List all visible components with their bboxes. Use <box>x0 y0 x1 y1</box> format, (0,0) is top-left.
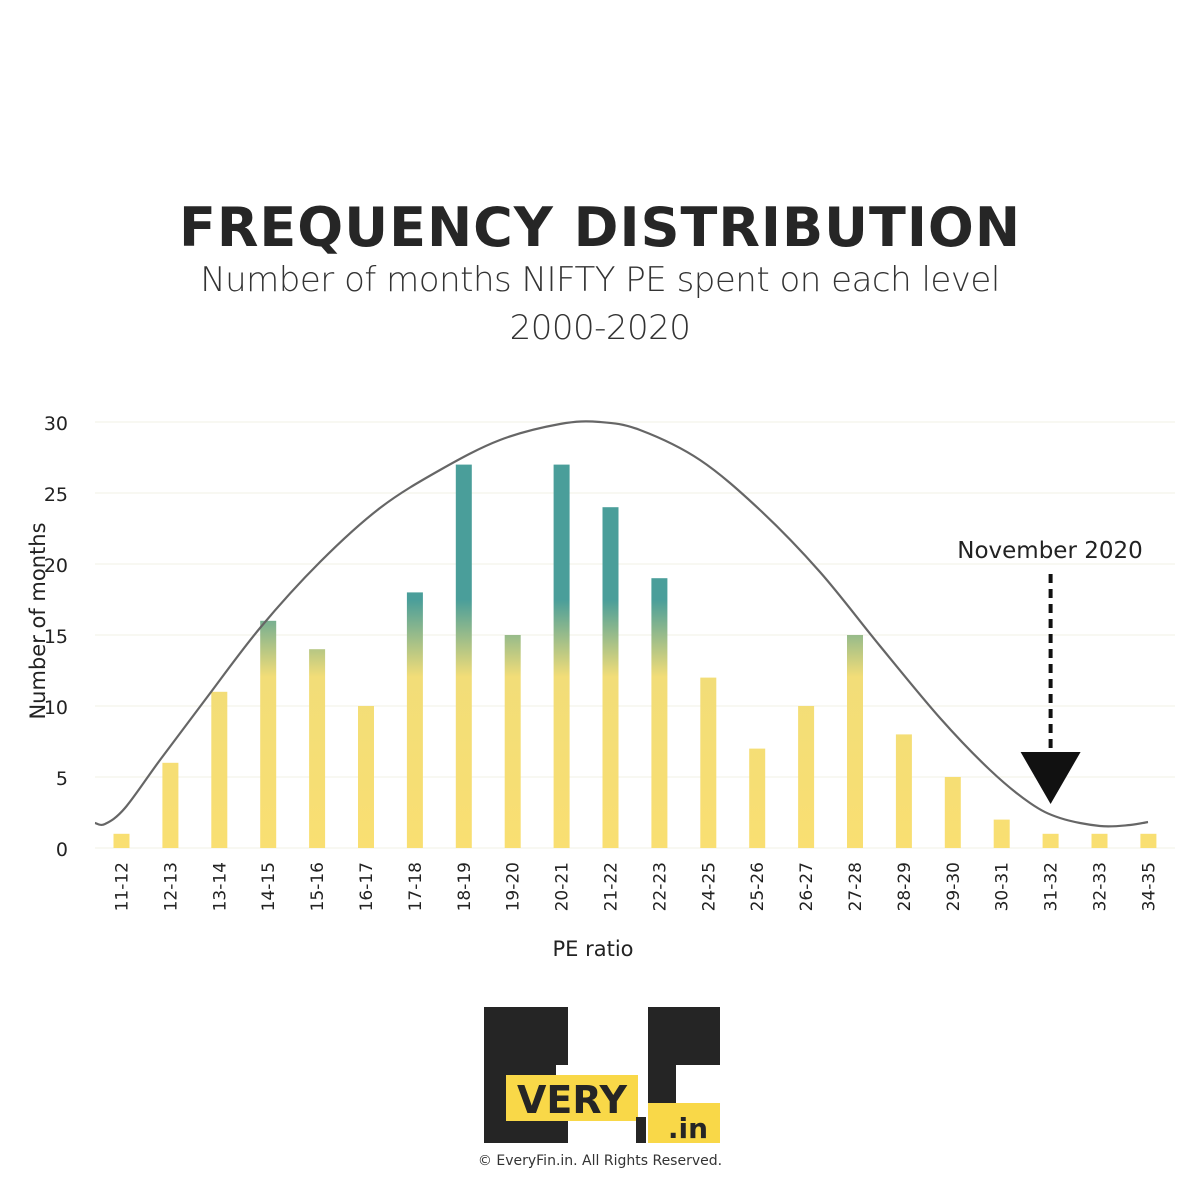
x-tick-label: 14-15 <box>259 862 279 911</box>
x-tick-label: 22-23 <box>650 862 670 911</box>
arrow-down-icon <box>1020 574 1081 804</box>
bar <box>895 734 912 848</box>
x-tick-label: 26-27 <box>797 862 817 911</box>
x-tick-label: 17-18 <box>406 862 426 911</box>
x-tick-label: 28-29 <box>895 862 915 911</box>
x-tick-label: 12-13 <box>161 862 181 911</box>
chart-subtitle-years: 2000-2020 <box>509 308 691 348</box>
bar <box>651 578 668 848</box>
x-tick-label: 21-22 <box>602 862 622 911</box>
y-axis-ticks: 0 5 10 15 20 25 30 <box>44 413 68 861</box>
y-tick-label: 30 <box>44 413 68 435</box>
x-tick-label: 11-12 <box>113 862 133 911</box>
chart-title: FREQUENCY DISTRIBUTION <box>178 196 1022 259</box>
bar <box>162 762 179 848</box>
bar <box>504 635 521 848</box>
y-tick-label: 15 <box>44 626 68 648</box>
copyright-notice: © EveryFin.in. All Rights Reserved. <box>477 1153 723 1169</box>
logo-very: VERY <box>517 1078 628 1122</box>
bar <box>309 649 326 848</box>
bar <box>1042 833 1059 848</box>
arrow-head <box>1020 752 1081 804</box>
logo-dot-in: .in <box>668 1112 708 1143</box>
chart-subtitle: Number of months NIFTY PE spent on each … <box>200 260 1000 300</box>
x-axis-ticks: 11-12 12-13 13-14 14-15 15-16 16-17 17-18 18-19… <box>113 862 1160 911</box>
x-tick-label: 27-28 <box>846 862 866 911</box>
bar <box>455 464 472 848</box>
bar <box>406 592 423 848</box>
distribution-curve <box>94 420 1149 828</box>
bar <box>993 819 1010 848</box>
x-tick-label: 30-31 <box>993 862 1013 911</box>
bar-series <box>113 464 1157 848</box>
bar <box>553 464 570 848</box>
y-axis-label: Number of months <box>26 522 50 719</box>
x-tick-label: 16-17 <box>357 862 377 911</box>
x-tick-label: 24-25 <box>699 862 719 911</box>
frequency-chart: 0 5 10 15 20 25 30 11-12 12-13 13-14 14-15 15-16 16… <box>26 413 1175 961</box>
bar <box>798 706 815 848</box>
x-tick-label: 18-19 <box>455 862 475 911</box>
x-tick-label: 15-16 <box>308 862 328 911</box>
bar <box>847 635 863 848</box>
x-tick-label: 20-21 <box>553 862 573 911</box>
x-tick-label: 13-14 <box>210 862 230 911</box>
bar <box>944 777 961 848</box>
bar <box>749 748 766 848</box>
x-tick-label: 25-26 <box>748 862 768 911</box>
bar <box>260 620 277 848</box>
x-tick-label: 19-20 <box>504 862 524 911</box>
y-tick-label: 10 <box>44 697 68 719</box>
y-tick-label: 5 <box>56 768 68 790</box>
bar <box>602 507 619 848</box>
bar <box>1140 833 1157 848</box>
y-tick-label: 0 <box>56 839 68 861</box>
bar <box>113 833 130 848</box>
x-tick-label: 31-32 <box>1042 862 1062 911</box>
y-tick-label: 20 <box>44 555 68 577</box>
x-tick-label: 34-35 <box>1139 862 1159 911</box>
gridlines <box>95 421 1175 849</box>
bar <box>1091 833 1108 848</box>
x-tick-label: 29-30 <box>944 862 964 911</box>
annotation-label: November 2020 <box>957 538 1143 564</box>
everyfin-logo: VERY .in <box>484 1007 720 1143</box>
bar <box>211 691 228 848</box>
bar <box>700 677 717 848</box>
y-tick-label: 25 <box>44 484 68 506</box>
x-tick-label: 32-33 <box>1091 862 1111 911</box>
bar <box>358 706 374 848</box>
x-axis-label: PE ratio <box>552 937 633 961</box>
